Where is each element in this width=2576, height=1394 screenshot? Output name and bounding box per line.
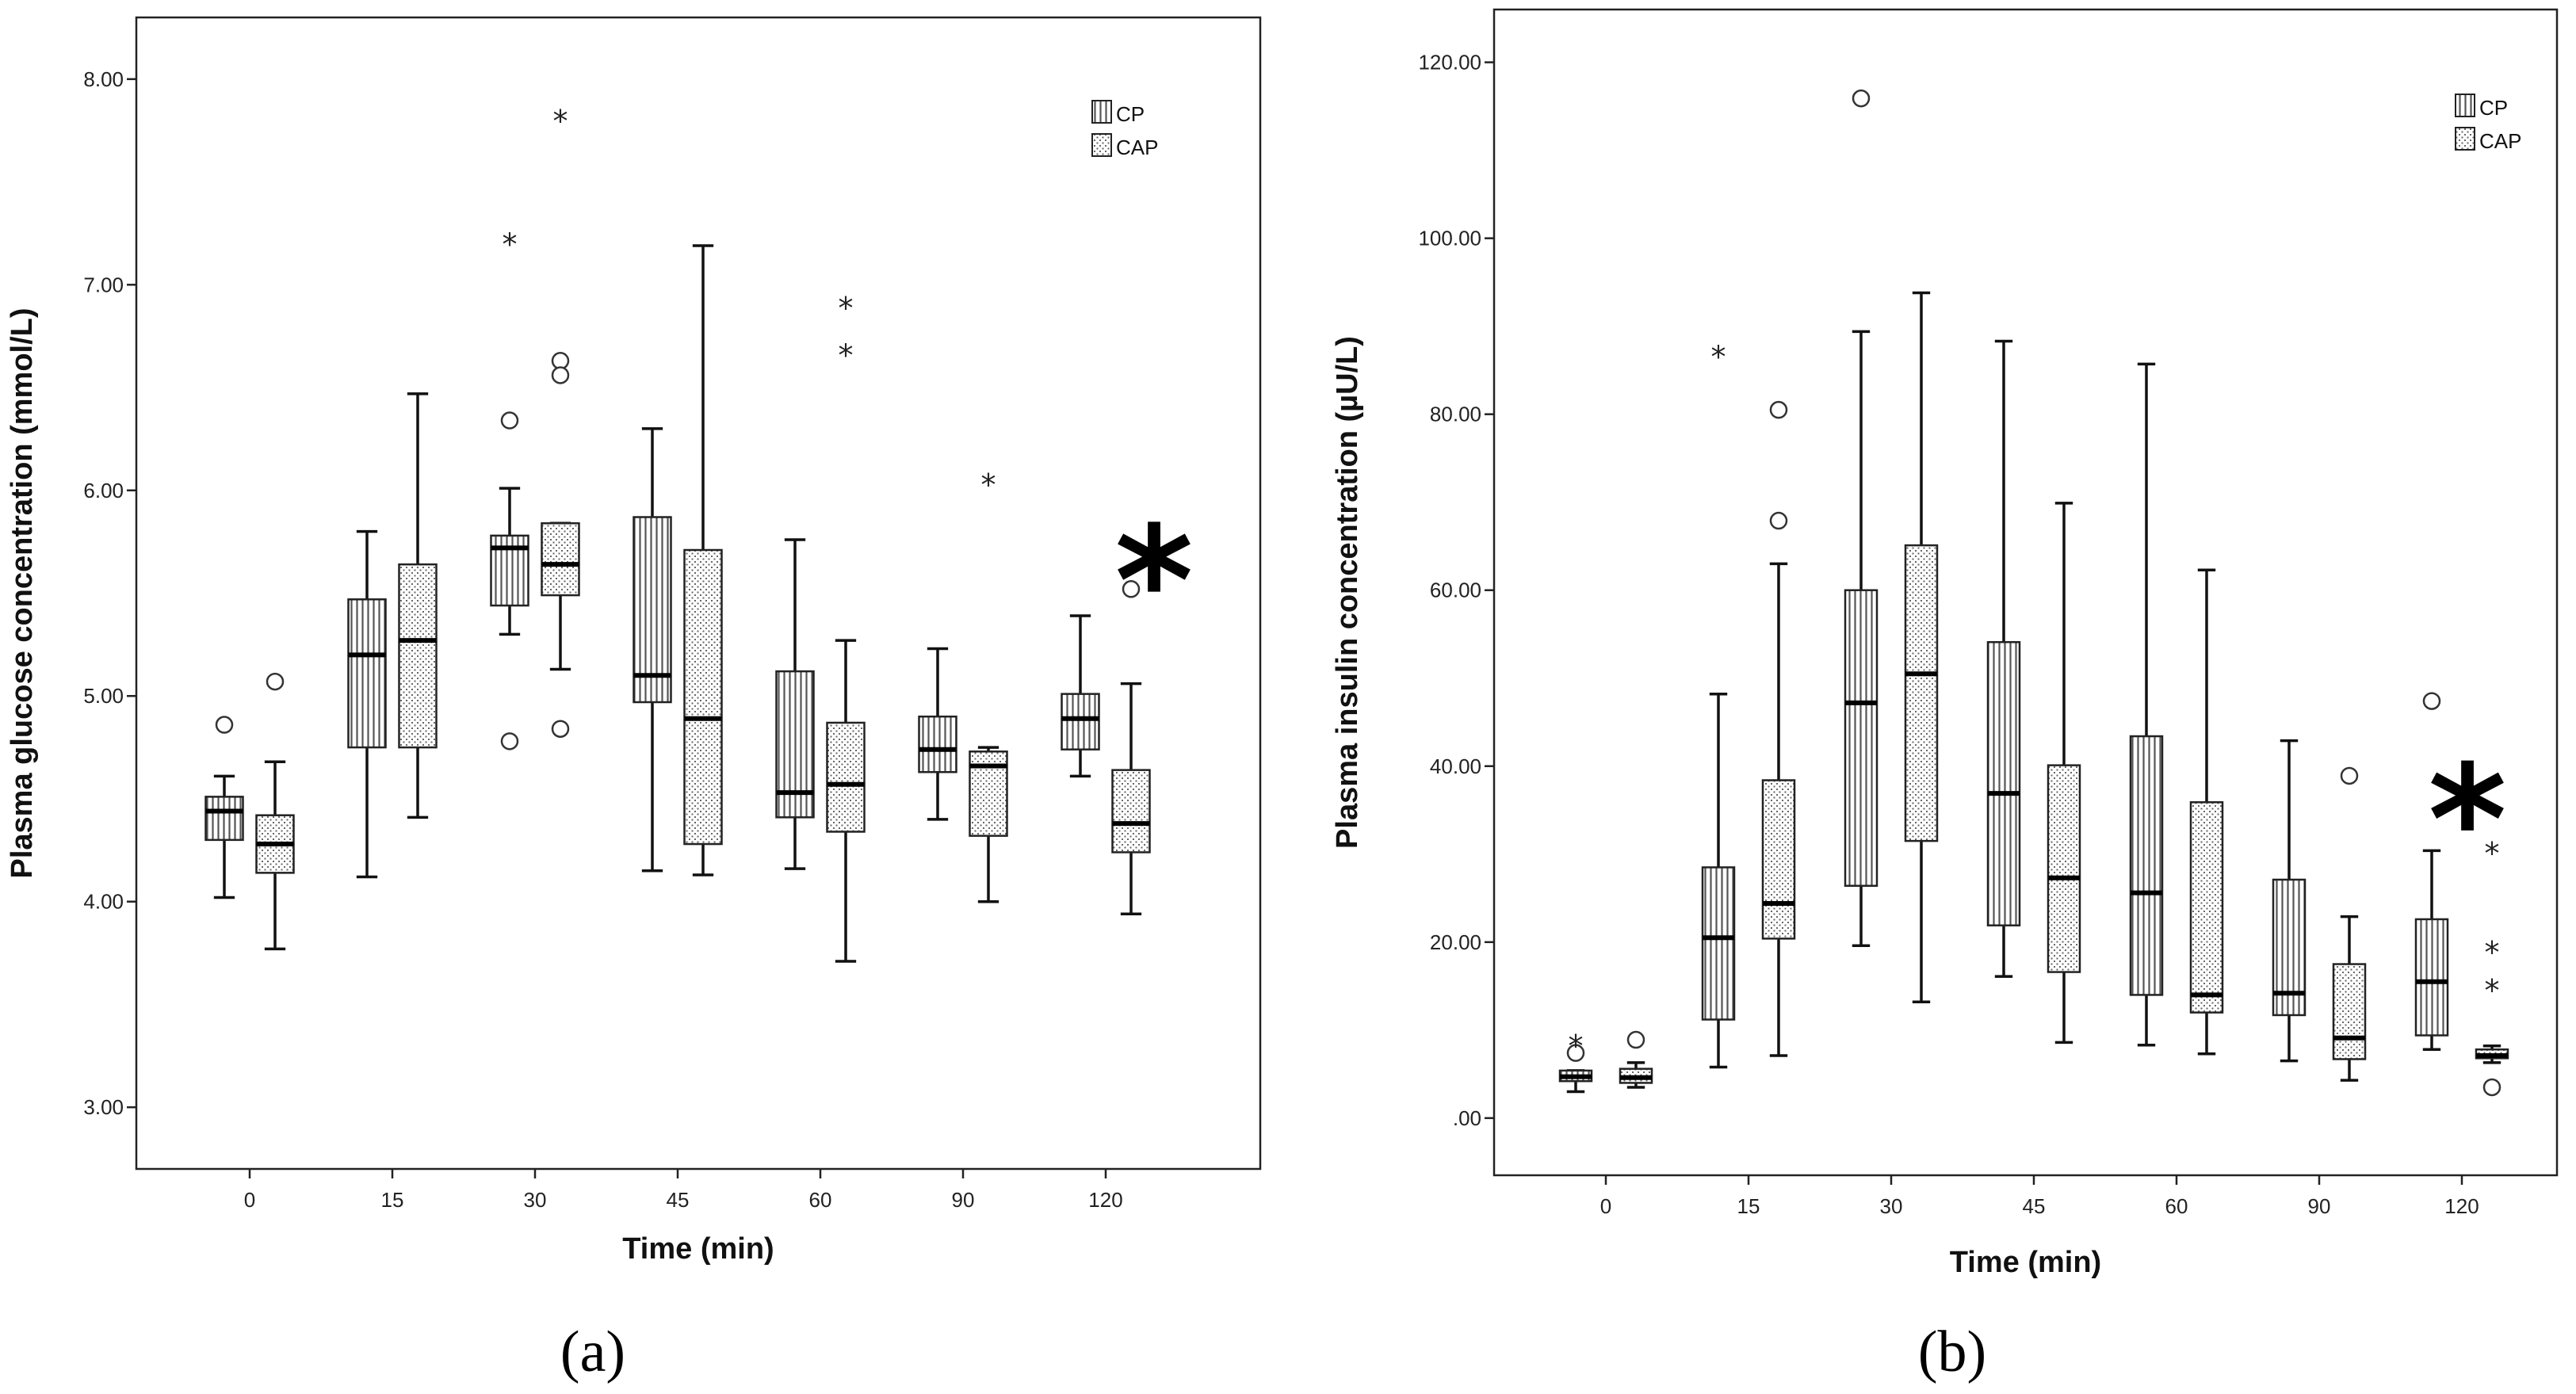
- y-tick-label: 80.00: [1430, 403, 1481, 426]
- y-tick-label: 7.00: [83, 273, 124, 296]
- legend-swatch-cp: [1091, 100, 1112, 124]
- y-tick-label: 4.00: [83, 890, 124, 914]
- box-cp: [1061, 693, 1100, 750]
- legend-swatch-cap: [1091, 133, 1112, 157]
- legend-label-cp: CP: [1116, 102, 1145, 126]
- x-tick-label: 0: [1600, 1194, 1611, 1218]
- box-cap: [683, 548, 723, 846]
- x-tick-label: 45: [667, 1188, 690, 1212]
- outlier-point: [1566, 1044, 1585, 1062]
- extreme-point: *: [553, 104, 568, 139]
- panel-caption: (a): [560, 1320, 625, 1384]
- y-tick-label: 60.00: [1430, 579, 1481, 602]
- extreme-point: *: [2485, 973, 2500, 1008]
- box-cp: [633, 516, 672, 704]
- x-tick-label: 30: [524, 1188, 547, 1212]
- extreme-point: *: [981, 468, 996, 502]
- x-tick-label: 120: [1088, 1188, 1122, 1212]
- y-tick-label: 5.00: [83, 684, 124, 708]
- extreme-point: *: [1711, 340, 1726, 375]
- box-cap: [1761, 779, 1796, 940]
- plot-frame: [1492, 8, 2559, 1177]
- box-cap: [2047, 764, 2081, 973]
- x-tick-label: 60: [2165, 1194, 2188, 1218]
- box-cap: [1111, 769, 1151, 854]
- extreme-point: *: [839, 291, 854, 326]
- outlier-point: [215, 716, 234, 734]
- y-tick-label: 8.00: [83, 67, 124, 91]
- outlier-point: [2482, 1078, 2501, 1097]
- extreme-point: *: [2485, 935, 2500, 970]
- outlier-point: [500, 411, 519, 430]
- box-cp: [347, 598, 387, 749]
- panel-caption: (b): [1918, 1320, 1986, 1384]
- box-cp: [2129, 735, 2164, 996]
- outlier-point: [1122, 580, 1141, 598]
- outlier-point: [1769, 400, 1788, 419]
- box-cap: [826, 721, 866, 833]
- legend-label-cp: CP: [2479, 96, 2508, 120]
- plot-frame: [135, 16, 1262, 1171]
- y-axis-title: Plasma glucose concentration (mmol/L): [6, 307, 39, 878]
- box-cp: [775, 670, 815, 819]
- y-tick-label: 6.00: [83, 479, 124, 502]
- x-tick-label: 90: [2308, 1194, 2331, 1218]
- y-tick-label: 20.00: [1430, 930, 1481, 954]
- outlier-point: [1852, 89, 1871, 108]
- x-tick-label: 15: [381, 1188, 404, 1212]
- y-tick-label: .00: [1453, 1106, 1481, 1130]
- box-cap: [398, 563, 438, 749]
- y-axis-title: Plasma insulin concentration (µU/L): [1331, 336, 1364, 849]
- outlier-point: [2422, 692, 2441, 710]
- x-tick-label: 45: [2023, 1194, 2046, 1218]
- x-tick-label: 90: [952, 1188, 975, 1212]
- box-cp: [918, 715, 957, 773]
- y-tick-label: 120.00: [1418, 51, 1481, 74]
- box-cp: [1986, 640, 2021, 926]
- chart-panel-a: 3.00 4.00 5.00 6.00 7.00 8.00 0 15 30 45 60 90 120 Pl…: [6, 16, 1262, 1384]
- legend-swatch-cp: [2455, 94, 2475, 117]
- box-cp: [1701, 866, 1736, 1021]
- box-cap: [2189, 801, 2224, 1014]
- x-tick-label: 15: [1737, 1194, 1760, 1218]
- outlier-point: [551, 720, 570, 738]
- chart-panel-b: .00 20.00 40.00 60.00 80.00 100.00 120.00 0 15 30…: [1331, 8, 2559, 1384]
- box-cap: [1904, 544, 1939, 842]
- y-tick-label: 100.00: [1418, 227, 1481, 250]
- extreme-point: *: [2485, 836, 2500, 871]
- x-axis-title: Time (min): [622, 1232, 774, 1266]
- box-cp: [1844, 589, 1878, 887]
- extreme-point: *: [839, 338, 854, 373]
- significance-asterisk: *: [1114, 494, 1193, 669]
- box-cp: [2414, 918, 2449, 1037]
- x-tick-label: 0: [244, 1188, 255, 1212]
- box-cp: [204, 796, 244, 842]
- box-cap: [2332, 963, 2367, 1060]
- outlier-point: [551, 366, 570, 384]
- x-tick-label: 30: [1880, 1194, 1903, 1218]
- extreme-point: *: [503, 227, 518, 262]
- outlier-point: [2340, 766, 2359, 785]
- significance-asterisk: *: [2428, 733, 2506, 908]
- y-tick-label: 40.00: [1430, 754, 1481, 778]
- legend-label-cap: CAP: [1116, 136, 1158, 159]
- outlier-point: [1769, 511, 1788, 530]
- legend-label-cap: CAP: [2479, 129, 2521, 153]
- x-tick-label: 60: [809, 1188, 832, 1212]
- y-tick-label: 3.00: [83, 1095, 124, 1119]
- x-axis-title: Time (min): [1950, 1246, 2101, 1279]
- extreme-point: *: [1569, 1029, 1584, 1064]
- outlier-point: [500, 732, 519, 750]
- x-tick-label: 120: [2444, 1194, 2479, 1218]
- outlier-point: [266, 672, 285, 691]
- legend-swatch-cap: [2455, 127, 2475, 151]
- box-cap: [541, 522, 580, 597]
- outlier-point: [1626, 1030, 1645, 1049]
